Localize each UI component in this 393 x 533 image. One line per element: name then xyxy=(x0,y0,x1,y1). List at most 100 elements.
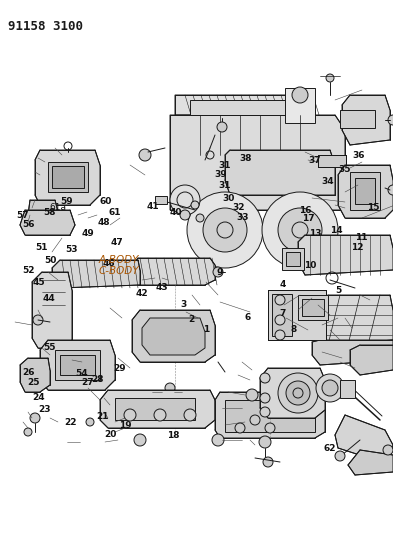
Text: 58: 58 xyxy=(43,208,55,216)
Text: 12: 12 xyxy=(351,244,363,252)
Circle shape xyxy=(212,434,224,446)
Text: 17: 17 xyxy=(302,214,315,223)
Text: 21: 21 xyxy=(97,413,109,421)
Text: 57: 57 xyxy=(17,212,29,220)
Circle shape xyxy=(292,87,308,103)
Polygon shape xyxy=(52,260,140,288)
Polygon shape xyxy=(170,115,345,210)
Circle shape xyxy=(335,451,345,461)
Bar xyxy=(48,162,88,192)
Circle shape xyxy=(246,389,258,401)
Text: 29: 29 xyxy=(114,365,126,373)
Bar xyxy=(225,400,315,432)
Text: 22: 22 xyxy=(64,418,77,426)
Text: 49: 49 xyxy=(82,229,95,238)
Text: 60: 60 xyxy=(99,197,112,206)
Text: 26: 26 xyxy=(22,368,35,376)
Bar xyxy=(298,295,328,320)
Bar xyxy=(286,252,300,266)
Polygon shape xyxy=(20,358,50,392)
Polygon shape xyxy=(32,272,72,348)
Polygon shape xyxy=(142,318,205,355)
Text: 25: 25 xyxy=(27,378,40,387)
Text: 47: 47 xyxy=(111,238,123,247)
Bar xyxy=(52,166,84,188)
Text: 1: 1 xyxy=(203,325,209,334)
Circle shape xyxy=(213,267,223,277)
Bar xyxy=(340,380,355,398)
Bar xyxy=(155,196,167,204)
Circle shape xyxy=(235,423,245,433)
Circle shape xyxy=(30,413,40,423)
Text: 35: 35 xyxy=(339,165,351,174)
Text: 16: 16 xyxy=(299,206,312,215)
Bar xyxy=(340,110,375,128)
Bar xyxy=(115,398,195,420)
Text: 55: 55 xyxy=(43,343,55,352)
Polygon shape xyxy=(342,95,390,145)
Polygon shape xyxy=(335,415,393,460)
Polygon shape xyxy=(40,340,115,390)
Circle shape xyxy=(383,445,393,455)
Circle shape xyxy=(275,295,285,305)
Text: 27: 27 xyxy=(81,378,94,387)
Text: 40: 40 xyxy=(170,208,182,216)
Circle shape xyxy=(275,330,285,340)
Text: 4: 4 xyxy=(280,280,286,288)
Text: 8: 8 xyxy=(291,325,297,334)
Bar xyxy=(282,248,304,270)
Polygon shape xyxy=(133,258,215,285)
Polygon shape xyxy=(35,150,100,205)
Text: 59: 59 xyxy=(61,197,73,206)
Text: 34: 34 xyxy=(322,177,334,185)
Circle shape xyxy=(322,380,338,396)
Circle shape xyxy=(33,315,43,325)
Bar xyxy=(268,290,326,340)
Polygon shape xyxy=(348,450,393,475)
Circle shape xyxy=(196,214,204,222)
Text: 23: 23 xyxy=(38,405,50,414)
Circle shape xyxy=(203,208,247,252)
Text: 31: 31 xyxy=(219,161,231,169)
Text: 52: 52 xyxy=(22,266,35,275)
Text: 3: 3 xyxy=(181,301,187,309)
Circle shape xyxy=(278,208,322,252)
Circle shape xyxy=(217,122,227,132)
Text: 39: 39 xyxy=(215,171,227,179)
Text: 48: 48 xyxy=(98,219,110,227)
Circle shape xyxy=(154,409,166,421)
Text: 44: 44 xyxy=(43,294,55,303)
Circle shape xyxy=(24,428,32,436)
Text: 45: 45 xyxy=(32,278,45,287)
Text: A-BODY
C-BODY: A-BODY C-BODY xyxy=(98,255,139,276)
Text: 14: 14 xyxy=(330,226,342,235)
Circle shape xyxy=(259,436,271,448)
Circle shape xyxy=(265,423,275,433)
Bar xyxy=(350,172,380,210)
Circle shape xyxy=(139,149,151,161)
Circle shape xyxy=(170,185,200,215)
Polygon shape xyxy=(132,310,215,362)
Polygon shape xyxy=(320,295,393,345)
Text: 50: 50 xyxy=(44,256,57,264)
Polygon shape xyxy=(175,95,315,115)
Circle shape xyxy=(124,409,136,421)
Circle shape xyxy=(180,210,190,220)
Bar xyxy=(272,294,292,336)
Text: 10: 10 xyxy=(304,261,317,270)
Circle shape xyxy=(388,115,393,125)
Text: 15: 15 xyxy=(367,204,380,212)
Text: 41: 41 xyxy=(146,203,159,211)
Circle shape xyxy=(278,373,318,413)
Circle shape xyxy=(275,315,285,325)
Polygon shape xyxy=(100,390,215,428)
Polygon shape xyxy=(350,345,393,375)
Text: 31: 31 xyxy=(219,181,231,190)
Polygon shape xyxy=(338,165,393,218)
Bar xyxy=(60,355,95,375)
Circle shape xyxy=(286,381,310,405)
Bar xyxy=(318,155,346,167)
Text: 46: 46 xyxy=(103,260,116,268)
Circle shape xyxy=(260,373,270,383)
Circle shape xyxy=(388,185,393,195)
